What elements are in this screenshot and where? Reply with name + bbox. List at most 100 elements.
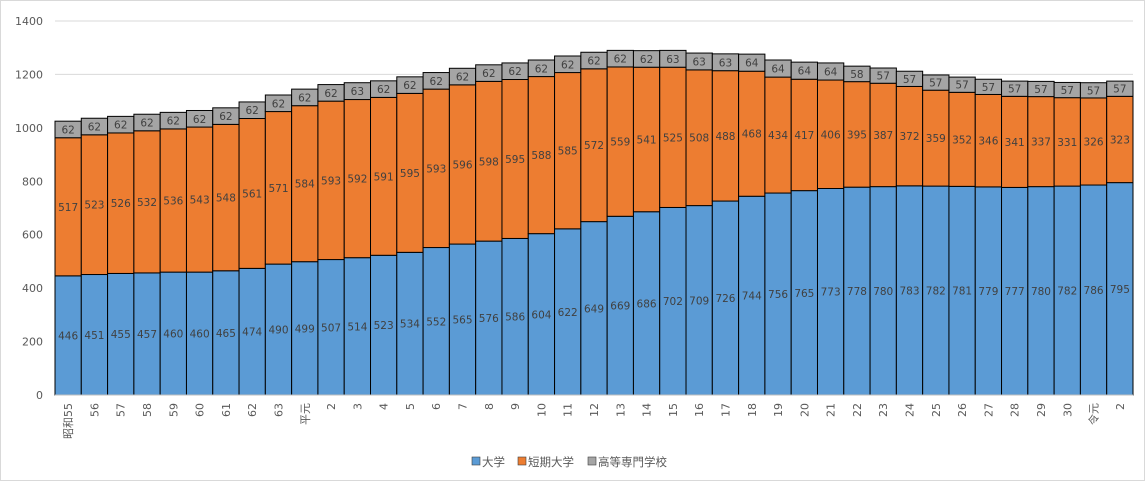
data-label: 63 xyxy=(692,56,705,68)
bar-segment xyxy=(632,66,661,213)
data-label: 532 xyxy=(137,197,157,209)
x-tick-label: 22 xyxy=(851,403,864,417)
data-label: 446 xyxy=(58,330,78,342)
x-tick-label: 2 xyxy=(325,403,338,410)
x-tick-label: 2 xyxy=(1114,403,1127,410)
x-tick-label: 12 xyxy=(588,403,601,417)
data-label: 488 xyxy=(715,131,735,143)
data-label: 62 xyxy=(403,80,416,92)
data-label: 62 xyxy=(482,68,495,80)
data-label: 517 xyxy=(58,202,78,214)
data-label: 534 xyxy=(400,319,420,331)
data-label: 526 xyxy=(111,198,131,210)
bar-segment xyxy=(922,185,950,396)
x-tick-label: 11 xyxy=(562,403,575,417)
data-label: 62 xyxy=(587,56,600,68)
data-label: 756 xyxy=(768,289,788,301)
data-labels: 446 517 62 451 523 62 455 526 62 457 532 62 460 536 62… xyxy=(58,54,1130,343)
data-label: 460 xyxy=(190,329,210,341)
data-label: 331 xyxy=(1057,137,1077,149)
data-label: 359 xyxy=(926,133,946,145)
data-label: 62 xyxy=(561,59,574,71)
data-label: 686 xyxy=(637,298,657,310)
legend-label: 短期大学 xyxy=(528,455,574,469)
bar-segment xyxy=(238,267,266,396)
x-tick-label: 61 xyxy=(220,403,233,417)
data-label: 780 xyxy=(873,286,893,298)
data-label: 709 xyxy=(689,295,709,307)
y-tick-label: 400 xyxy=(22,282,43,295)
y-tick-label: 0 xyxy=(36,389,43,402)
data-label: 604 xyxy=(531,309,551,321)
bar-segment xyxy=(974,93,1003,188)
bar-segment xyxy=(738,195,766,396)
data-label: 62 xyxy=(640,54,653,66)
x-tick-label: 7 xyxy=(457,403,470,410)
data-label: 559 xyxy=(610,137,630,149)
data-label: 536 xyxy=(163,196,183,208)
x-tick-label: 15 xyxy=(667,403,680,417)
data-label: 783 xyxy=(899,285,919,297)
x-tick-label: 13 xyxy=(614,403,627,417)
data-label: 63 xyxy=(666,54,679,66)
x-tick-label: 63 xyxy=(272,403,285,417)
data-label: 465 xyxy=(216,328,236,340)
data-label: 595 xyxy=(505,154,525,166)
data-label: 499 xyxy=(295,323,315,335)
data-label: 565 xyxy=(453,315,473,327)
data-label: 62 xyxy=(456,72,469,84)
x-tick-label: 27 xyxy=(982,403,995,417)
data-label: 595 xyxy=(400,168,420,180)
bar-segment xyxy=(238,118,266,269)
x-tick-label: 28 xyxy=(1009,403,1022,417)
legend: 大学 短期大学 高等専門学校 xyxy=(471,455,667,469)
data-label: 62 xyxy=(508,66,521,78)
data-label: 726 xyxy=(715,293,735,305)
data-label: 62 xyxy=(614,54,627,66)
data-label: 702 xyxy=(663,296,683,308)
x-tick-label: 令元 xyxy=(1087,403,1101,425)
data-label: 592 xyxy=(347,174,367,186)
data-label: 63 xyxy=(351,86,364,98)
data-label: 523 xyxy=(374,320,394,332)
bar-segment xyxy=(580,221,608,396)
bar-segment xyxy=(948,91,976,187)
data-label: 460 xyxy=(163,329,183,341)
data-label: 57 xyxy=(1061,85,1074,97)
legend-label: 大学 xyxy=(482,455,505,469)
x-tick-label: 24 xyxy=(904,403,917,417)
data-label: 326 xyxy=(1084,136,1104,148)
y-tick-label: 1000 xyxy=(15,122,43,135)
data-label: 541 xyxy=(637,134,657,146)
bar-segment xyxy=(1106,80,1134,97)
data-label: 548 xyxy=(216,193,236,205)
y-tick-label: 1400 xyxy=(15,15,43,28)
x-tick-label: 62 xyxy=(246,403,259,417)
data-label: 523 xyxy=(84,200,104,212)
data-label: 62 xyxy=(61,124,74,136)
data-label: 514 xyxy=(347,321,367,333)
bar-segment xyxy=(264,111,293,265)
data-label: 63 xyxy=(719,57,732,69)
bar-segment xyxy=(396,251,424,396)
data-label: 62 xyxy=(246,105,259,117)
y-tick-label: 600 xyxy=(22,229,43,242)
bar-segment xyxy=(107,272,135,396)
data-label: 64 xyxy=(824,66,838,78)
x-tick-label: 19 xyxy=(772,403,785,417)
x-tick-label: 30 xyxy=(1061,403,1074,417)
data-label: 795 xyxy=(1110,284,1130,296)
data-label: 387 xyxy=(873,130,893,142)
x-tick-label: 16 xyxy=(693,403,706,417)
data-label: 576 xyxy=(479,313,499,325)
bar-segment xyxy=(1079,184,1108,396)
x-tick-label: 29 xyxy=(1035,403,1048,417)
x-tick-label: 21 xyxy=(825,403,838,417)
data-label: 598 xyxy=(479,156,499,168)
x-tick-label: 23 xyxy=(877,403,890,417)
data-label: 57 xyxy=(1034,84,1047,96)
data-label: 778 xyxy=(847,286,867,298)
legend-label: 高等専門学校 xyxy=(598,455,667,469)
bar-segment xyxy=(291,261,319,396)
